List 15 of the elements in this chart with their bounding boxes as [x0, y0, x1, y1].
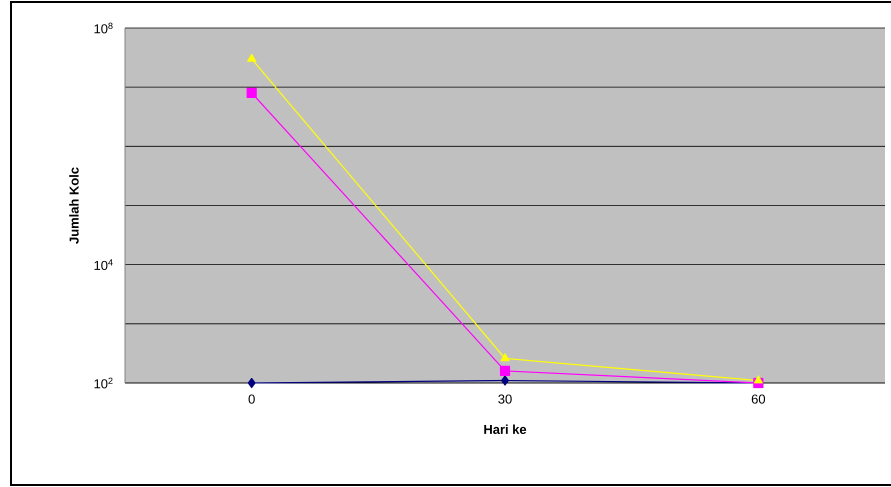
point: [247, 54, 256, 62]
point: [248, 378, 256, 388]
x-tick-label: 60: [752, 394, 766, 404]
point: [500, 366, 510, 376]
x-tick-label: 0: [248, 394, 255, 404]
y-tick-label: 10$^{2}$: [94, 378, 113, 388]
x-axis-title: Hari ke: [484, 424, 526, 434]
x-tick-label: 30: [498, 394, 512, 404]
y-tick-label: 10$^{8}$: [94, 22, 113, 34]
y-tick-label: 10$^{4}$: [94, 259, 113, 270]
point: [500, 353, 510, 362]
point: [501, 375, 509, 386]
point: [754, 375, 763, 384]
y-axis-title: Jumlah Kolc: [69, 167, 79, 244]
point: [246, 88, 257, 98]
